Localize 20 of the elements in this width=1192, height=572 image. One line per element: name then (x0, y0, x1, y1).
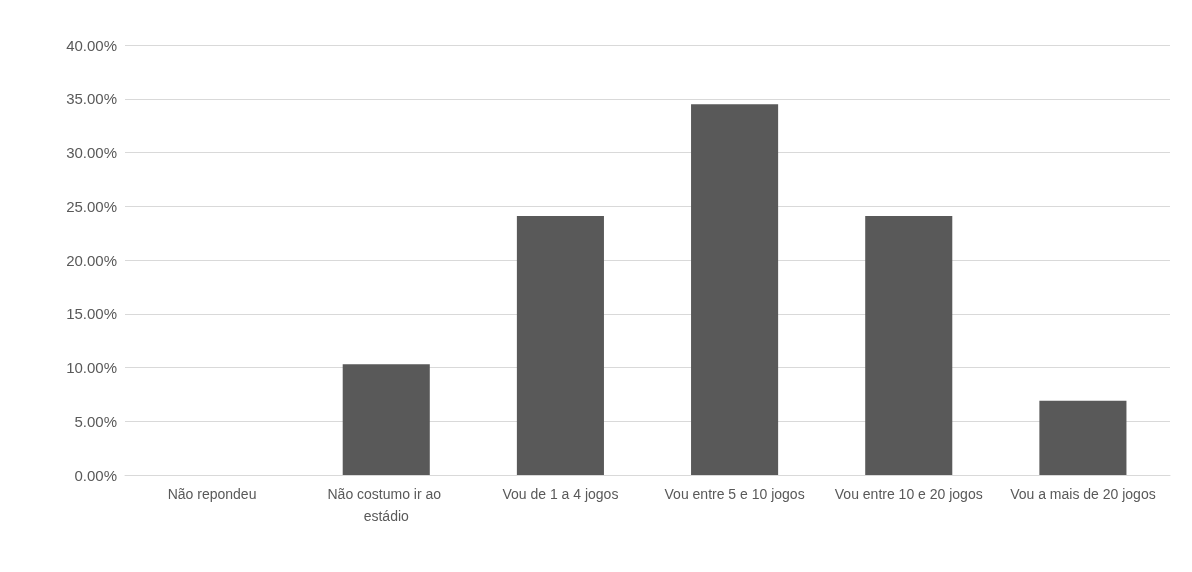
x-tick-label: Vou a mais de 20 jogos (1010, 486, 1156, 502)
x-tick-label: Vou entre 5 e 10 jogos (664, 486, 805, 502)
x-tick-label: Vou de 1 a 4 jogos (502, 486, 619, 502)
bar (865, 215, 953, 475)
y-tick-label: 5.00% (74, 412, 117, 430)
bar (516, 215, 604, 475)
x-tick-label: Vou entre 10 e 20 jogos (834, 486, 983, 502)
y-tick-label: 15.00% (66, 305, 117, 323)
y-tick-label: 40.00% (66, 36, 117, 54)
bar (691, 104, 779, 475)
bar (1039, 400, 1127, 475)
y-tick-label: 20.00% (66, 251, 117, 269)
x-tick-label: Não repondeu (167, 486, 257, 502)
x-tick-label: Não costumo ir ao estádio (327, 486, 445, 524)
y-tick-label: 25.00% (66, 197, 117, 215)
y-tick-label: 30.00% (66, 144, 117, 161)
y-tick-label: 0.00% (74, 466, 117, 484)
bar (342, 364, 430, 475)
y-tick-label: 35.00% (66, 90, 117, 108)
y-tick-label: 10.00% (66, 359, 117, 376)
